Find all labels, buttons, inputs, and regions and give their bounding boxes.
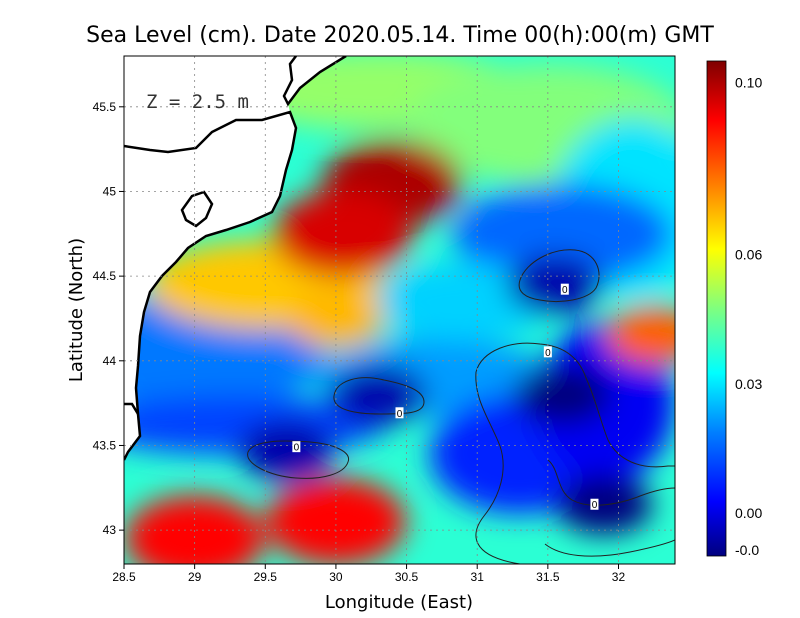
coastline-path	[180, 190, 214, 228]
coastline-land	[124, 56, 346, 460]
contour-label-box	[395, 407, 404, 419]
contour-label: 0	[545, 348, 551, 359]
y-tick-label: 45.5	[93, 100, 117, 114]
anomaly-core	[506, 254, 603, 315]
y-tick-label: 43.5	[93, 438, 117, 452]
anomaly-core	[124, 495, 265, 564]
contour-line	[247, 440, 349, 479]
x-tick-label: 31	[471, 570, 485, 584]
colorbar-tick-label: 0.10	[735, 75, 762, 91]
anomaly-core	[265, 478, 406, 564]
x-tick-label: 32	[612, 570, 626, 584]
plot-frame	[123, 55, 676, 565]
colorbar-tick-label: 0.03	[735, 376, 762, 392]
contour-label-box	[590, 498, 599, 510]
plot-area	[124, 56, 675, 564]
colorbar	[706, 60, 727, 557]
contour-line	[333, 377, 425, 415]
y-axis: 43 43.5 44 44.5 45 45.5	[93, 100, 124, 537]
colorbar-tick-label: -0.0	[735, 542, 759, 558]
anomaly-core	[605, 305, 675, 366]
x-axis: 28.5 29 29.5 30 30.5 31 31.5 32	[112, 564, 625, 584]
y-tick-label: 44	[103, 354, 117, 368]
anomaly-core	[238, 420, 335, 481]
x-tick-label: 29	[188, 570, 202, 584]
coastline-path	[282, 56, 347, 107]
x-axis-label: Longitude (East)	[325, 592, 473, 613]
anomaly-core	[330, 364, 427, 425]
land-mass	[124, 56, 346, 152]
contour-line	[547, 459, 675, 506]
y-tick-label: 44.5	[93, 269, 117, 283]
depth-annotation: Z = 2.5 m	[146, 91, 249, 113]
grid	[124, 56, 675, 564]
anomaly-core	[287, 288, 384, 349]
coastline-path	[124, 110, 298, 461]
anomaly-core	[272, 190, 413, 278]
x-tick-label: 29.5	[254, 570, 278, 584]
x-tick-label: 28.5	[112, 570, 136, 584]
contour-label: 0	[562, 285, 568, 296]
colorbar-ticks: 0.10 0.06 0.03 0.00 -0.0	[735, 75, 762, 558]
contour-labels: 0 0 0 0 0	[292, 283, 599, 511]
contour-label: 0	[592, 500, 598, 511]
zero-contours	[247, 249, 675, 564]
y-axis-label: Latitude (North)	[66, 238, 87, 382]
anomaly-core	[513, 364, 610, 425]
colorbar-tick-label: 0.00	[735, 505, 762, 521]
contour-label: 0	[397, 409, 403, 420]
contour-line	[544, 539, 675, 557]
contour-label-box	[543, 346, 552, 358]
chart-title: Sea Level (cm). Date 2020.05.14. Time 00…	[86, 23, 714, 48]
colorbar-tick-label: 0.06	[735, 247, 762, 263]
y-tick-label: 43	[103, 523, 117, 537]
contour-line	[518, 249, 600, 302]
x-tick-label: 31.5	[536, 570, 560, 584]
contour-label: 0	[294, 443, 300, 454]
coastline-path	[124, 402, 140, 415]
contour-line	[475, 371, 521, 564]
contour-label-box	[560, 283, 569, 295]
y-tick-label: 45	[103, 184, 117, 198]
contour-line	[475, 342, 675, 468]
x-tick-label: 30	[329, 570, 343, 584]
x-tick-label: 30.5	[395, 570, 419, 584]
land-mass	[124, 112, 296, 460]
field-region	[451, 183, 672, 284]
contour-label-box	[292, 441, 301, 453]
coastline	[124, 56, 347, 461]
